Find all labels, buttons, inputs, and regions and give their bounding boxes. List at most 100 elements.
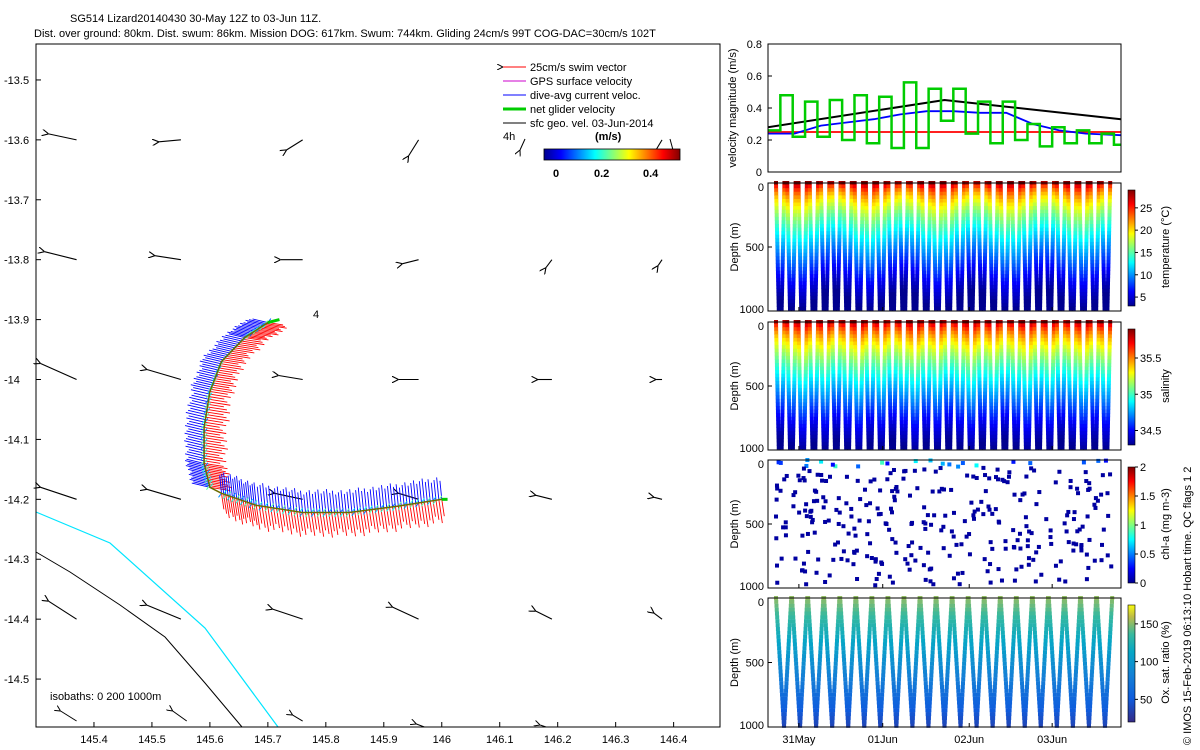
swim-vector [207, 406, 228, 411]
data-point [1100, 198, 1105, 203]
data-point [775, 391, 780, 396]
data-point [813, 420, 818, 425]
data-point [797, 209, 802, 214]
data-point [1015, 288, 1020, 293]
data-point [945, 302, 950, 307]
data-point [1033, 224, 1038, 229]
data-point [939, 323, 944, 328]
data-point [815, 359, 820, 364]
data-point [1089, 380, 1094, 385]
swim-vector [238, 499, 244, 525]
data-point [899, 270, 904, 275]
data-point [825, 252, 830, 257]
data-point [920, 216, 925, 221]
dac-vector [189, 396, 209, 403]
data-point [943, 245, 948, 250]
data-point [1050, 238, 1055, 243]
data-point [993, 277, 998, 282]
data-point [1096, 220, 1101, 225]
data-point [827, 323, 832, 328]
data-point [966, 377, 971, 382]
data-point [870, 384, 875, 389]
data-point [1012, 431, 1017, 436]
data-point [1005, 384, 1010, 389]
data-point [931, 345, 936, 350]
data-point [1062, 213, 1067, 218]
data-point [1090, 406, 1095, 411]
data-point [870, 406, 875, 411]
data-point [1040, 345, 1045, 350]
data-point [859, 377, 864, 382]
data-point [965, 359, 970, 364]
data-point [949, 388, 954, 393]
data-point [1074, 330, 1079, 335]
data-point [1106, 274, 1111, 279]
data-point [921, 380, 926, 385]
data-point [904, 366, 909, 371]
data-point [1085, 327, 1090, 332]
data-point [1021, 188, 1026, 193]
data-point [916, 202, 921, 207]
data-point [971, 427, 976, 432]
data-point [897, 191, 902, 196]
data-point [915, 384, 920, 389]
data-point [1074, 341, 1079, 346]
data-point [1091, 302, 1096, 307]
swim-vector [226, 355, 243, 360]
data-point [1044, 370, 1049, 375]
data-point [1096, 334, 1101, 339]
data-point [965, 341, 970, 346]
data-point [1077, 334, 1082, 339]
data-point [1077, 337, 1082, 342]
data-point [915, 267, 920, 272]
data-point [939, 345, 944, 350]
data-point [1061, 256, 1066, 261]
data-point [904, 241, 909, 246]
data-point [1035, 441, 1040, 446]
data-point [937, 406, 942, 411]
data-point [953, 327, 958, 332]
data-point [995, 334, 1000, 339]
data-point [1066, 195, 1071, 200]
data-point [1094, 299, 1099, 304]
data-point [859, 388, 864, 393]
data-point [1043, 195, 1048, 200]
data-point [1066, 359, 1071, 364]
data-point [1106, 252, 1111, 257]
data-point [956, 434, 961, 439]
data-point [1028, 227, 1033, 232]
swim-vector [221, 493, 225, 510]
data-point [825, 274, 830, 279]
data-point [934, 445, 939, 450]
data-point [977, 373, 982, 378]
data-point [1102, 431, 1107, 436]
data-point [1062, 337, 1067, 342]
data-point [1074, 184, 1079, 189]
data-point [882, 355, 887, 360]
data-point [984, 202, 989, 207]
data-point [926, 413, 931, 418]
data-point [859, 406, 864, 411]
colorbar-tick-label: 35 [1140, 389, 1152, 401]
data-point [786, 245, 791, 250]
data-point [1016, 402, 1021, 407]
data-point [894, 337, 899, 342]
data-point [993, 306, 998, 311]
sfc-velocity-arrow [45, 252, 77, 261]
data-point [838, 191, 843, 196]
data-point [1106, 263, 1111, 268]
data-point [843, 398, 848, 403]
data-point [1023, 267, 1028, 272]
dac-vector [190, 389, 210, 395]
data-point [847, 295, 852, 300]
data-point [920, 202, 925, 207]
data-point [791, 420, 796, 425]
data-point [903, 288, 908, 293]
data-point [797, 206, 802, 211]
data-point [1066, 202, 1071, 207]
data-point [849, 345, 854, 350]
data-point [830, 341, 835, 346]
data-point [1021, 209, 1026, 214]
data-point [1074, 195, 1079, 200]
data-point [966, 238, 971, 243]
